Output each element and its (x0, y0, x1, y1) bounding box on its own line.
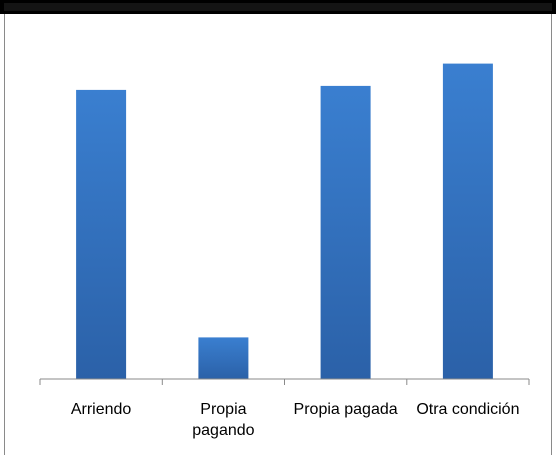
window-top-bar (0, 0, 556, 14)
bar-1 (198, 337, 249, 379)
x-tick-label-1: Propia pagando (192, 401, 254, 439)
window-top-bar-inner (4, 3, 552, 11)
x-tick-label-3: Otra condición (416, 401, 519, 418)
x-tick-label-0: Arriendo (71, 401, 132, 418)
bar-2 (320, 85, 371, 380)
bar-0 (76, 89, 127, 380)
x-tick-labels: Arriendo Propia pagando Propia pagada Otra c… (71, 401, 520, 439)
bar-3 (442, 63, 493, 379)
x-tick-label-2: Propia pagada (294, 401, 398, 418)
x-axis (39, 378, 530, 385)
bars-layer (76, 63, 493, 380)
